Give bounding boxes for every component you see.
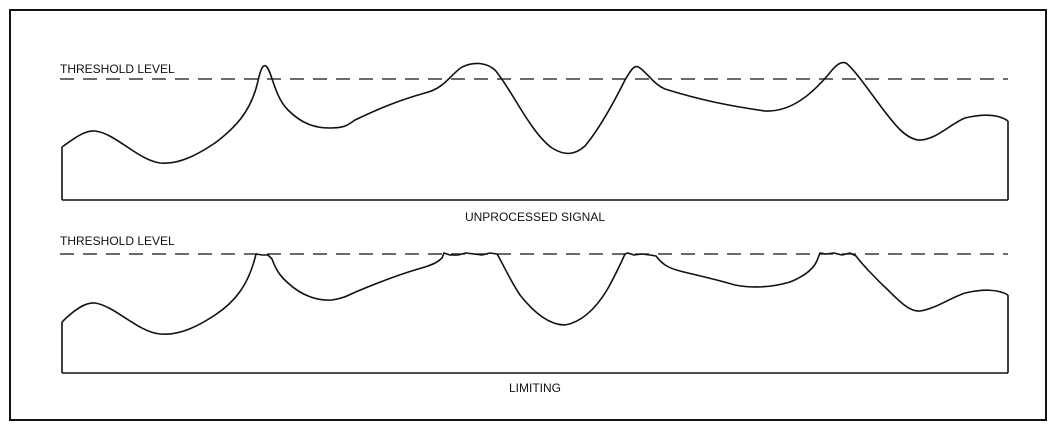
unprocessed-waveform [61,61,1009,164]
panel-caption: UNPROCESSED SIGNAL [465,210,605,224]
threshold-label: THRESHOLD LEVEL [60,234,175,248]
panel-caption: LIMITING [509,381,561,395]
figure-frame [9,9,1047,421]
panel-unprocessed: THRESHOLD LEVEL UNPROCESSED SIGNAL [60,61,1009,224]
limited-waveform [61,252,1009,335]
threshold-label: THRESHOLD LEVEL [60,62,175,76]
panel-limiting: THRESHOLD LEVEL LIMITING [60,234,1009,395]
